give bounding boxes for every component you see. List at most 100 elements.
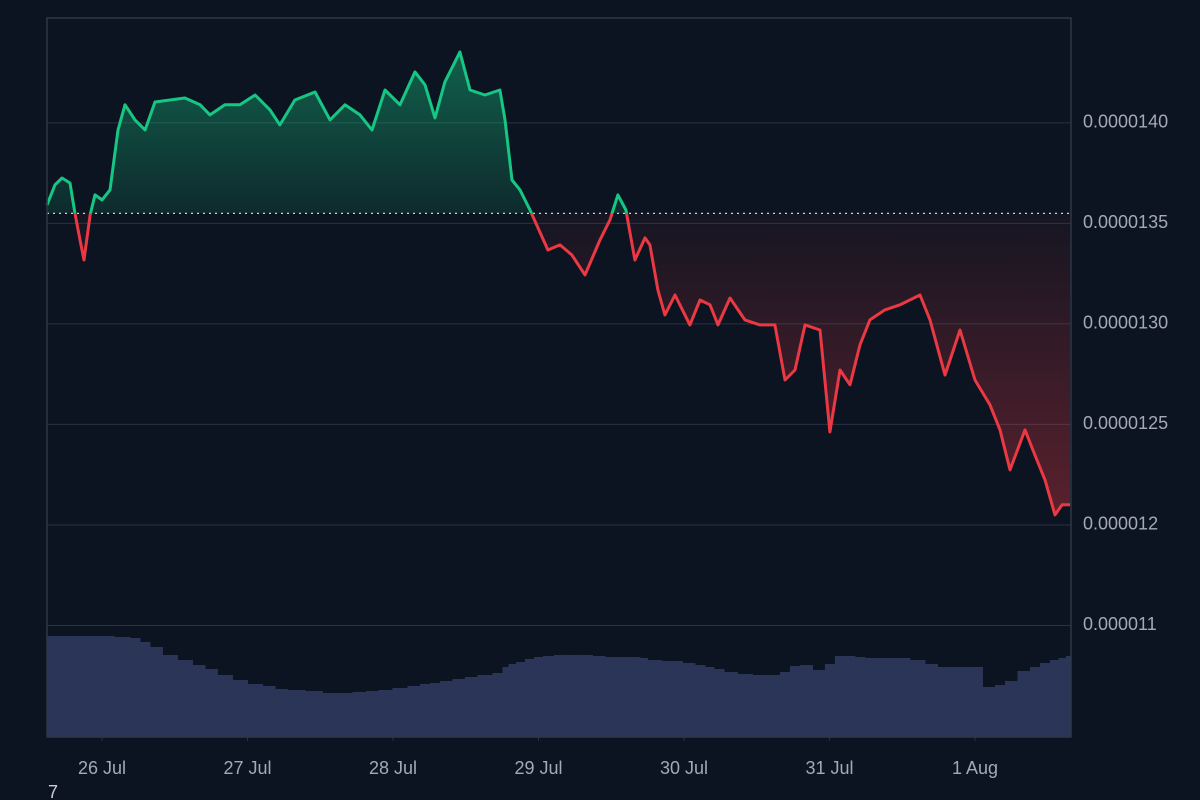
volume-bar — [844, 656, 856, 737]
x-tick-label: 26 Jul — [78, 758, 126, 778]
volume-bar — [669, 661, 683, 737]
volume-bar — [982, 687, 996, 737]
volume-bar — [452, 679, 466, 737]
volume-bar — [647, 660, 655, 737]
volume-bar — [812, 670, 826, 737]
volume-bar — [553, 655, 567, 737]
volume-bar — [994, 685, 1006, 737]
volume-bar — [1005, 681, 1019, 737]
volume-bar — [924, 664, 939, 737]
volume-bar — [105, 636, 115, 737]
volume-bar — [150, 647, 163, 737]
volume-bar — [177, 660, 193, 737]
volume-bar — [694, 665, 706, 737]
volume-bar — [114, 637, 122, 737]
volume-bar — [592, 656, 606, 737]
volume-bar — [162, 655, 178, 737]
volume-bar — [378, 690, 393, 737]
volume-bar — [232, 680, 248, 737]
y-tick-label: 0.0000130 — [1083, 313, 1168, 333]
x-tick-label: 1 Aug — [952, 758, 998, 778]
volume-bar — [952, 667, 968, 737]
volume-bar — [47, 636, 52, 737]
volume-bar — [217, 675, 233, 737]
volume-bar — [1049, 660, 1059, 737]
x-tick-label: 27 Jul — [223, 758, 271, 778]
volume-bar — [407, 686, 421, 737]
volume-bar — [72, 636, 78, 737]
volume-bar — [661, 661, 671, 737]
volume-bar — [140, 642, 151, 737]
volume-bar — [752, 675, 768, 737]
y-tick-label: 0.000011 — [1083, 614, 1157, 634]
volume-bar — [205, 669, 218, 737]
plot-frame — [46, 17, 1072, 738]
volume-bar — [430, 683, 441, 737]
volume-bar — [1039, 663, 1051, 737]
volume-bar — [682, 663, 696, 737]
volume-bar — [824, 664, 836, 737]
volume-bar — [392, 688, 408, 737]
volume-bar — [492, 673, 503, 737]
volume-bar — [502, 667, 510, 737]
volume-bar — [789, 666, 801, 737]
volume-bar — [864, 658, 878, 737]
volume-bar — [621, 657, 631, 737]
volume-bar — [516, 662, 526, 737]
volume-bar — [274, 689, 288, 737]
volume-bar — [613, 657, 623, 737]
x-tick-label: 28 Jul — [369, 758, 417, 778]
volume-bar — [439, 681, 453, 737]
volume-bar — [1058, 658, 1067, 737]
volume-bar — [705, 667, 715, 737]
volume-bar — [800, 665, 814, 737]
volume-bar — [737, 674, 753, 737]
x-tick-label: 30 Jul — [660, 758, 708, 778]
volume-bar — [967, 667, 983, 737]
volume-bar — [81, 636, 88, 737]
y-tick-label: 0.0000135 — [1083, 212, 1168, 232]
volume-bar — [98, 636, 107, 737]
volume-bar — [65, 636, 73, 737]
volume-bar — [192, 665, 206, 737]
volume-bar — [130, 638, 141, 737]
y-tick-label: 0.000012 — [1083, 514, 1158, 534]
area-down — [74, 213, 1070, 515]
volume-bar — [352, 692, 367, 737]
volume-bar — [77, 636, 83, 737]
volume-bar — [287, 690, 306, 737]
y-tick-label: 0.0000140 — [1083, 112, 1168, 132]
volume-bar — [542, 656, 555, 737]
volume-bar — [58, 636, 67, 737]
x-tick-label: 29 Jul — [514, 758, 562, 778]
logo-text: 7 — [48, 782, 58, 800]
volume-bar — [565, 655, 579, 737]
volume-bar — [714, 669, 725, 737]
volume-bar — [723, 672, 738, 737]
volume-bar — [779, 672, 791, 737]
volume-bar — [604, 657, 615, 737]
volume-bar — [51, 636, 59, 737]
y-tick-label: 0.0000125 — [1083, 413, 1168, 433]
area-up — [47, 52, 1070, 214]
volume-bar — [525, 659, 535, 737]
volume-bar — [87, 636, 94, 737]
volume-bar — [508, 664, 517, 737]
volume-bar — [834, 656, 846, 737]
volume-bar — [855, 657, 866, 737]
volume-bar — [877, 658, 893, 737]
volume-bar — [578, 655, 594, 737]
volume-bar — [365, 691, 380, 737]
volume-bar — [92, 636, 100, 737]
volume-bar — [262, 686, 276, 737]
volume-bar — [534, 657, 544, 737]
volume-bar — [1029, 667, 1041, 737]
volume-bar — [1065, 656, 1072, 737]
volume-bar — [910, 660, 926, 737]
volume-bar — [337, 693, 353, 737]
volume-bar — [477, 675, 493, 737]
volume-bar — [322, 693, 338, 737]
volume-bar — [247, 684, 264, 737]
